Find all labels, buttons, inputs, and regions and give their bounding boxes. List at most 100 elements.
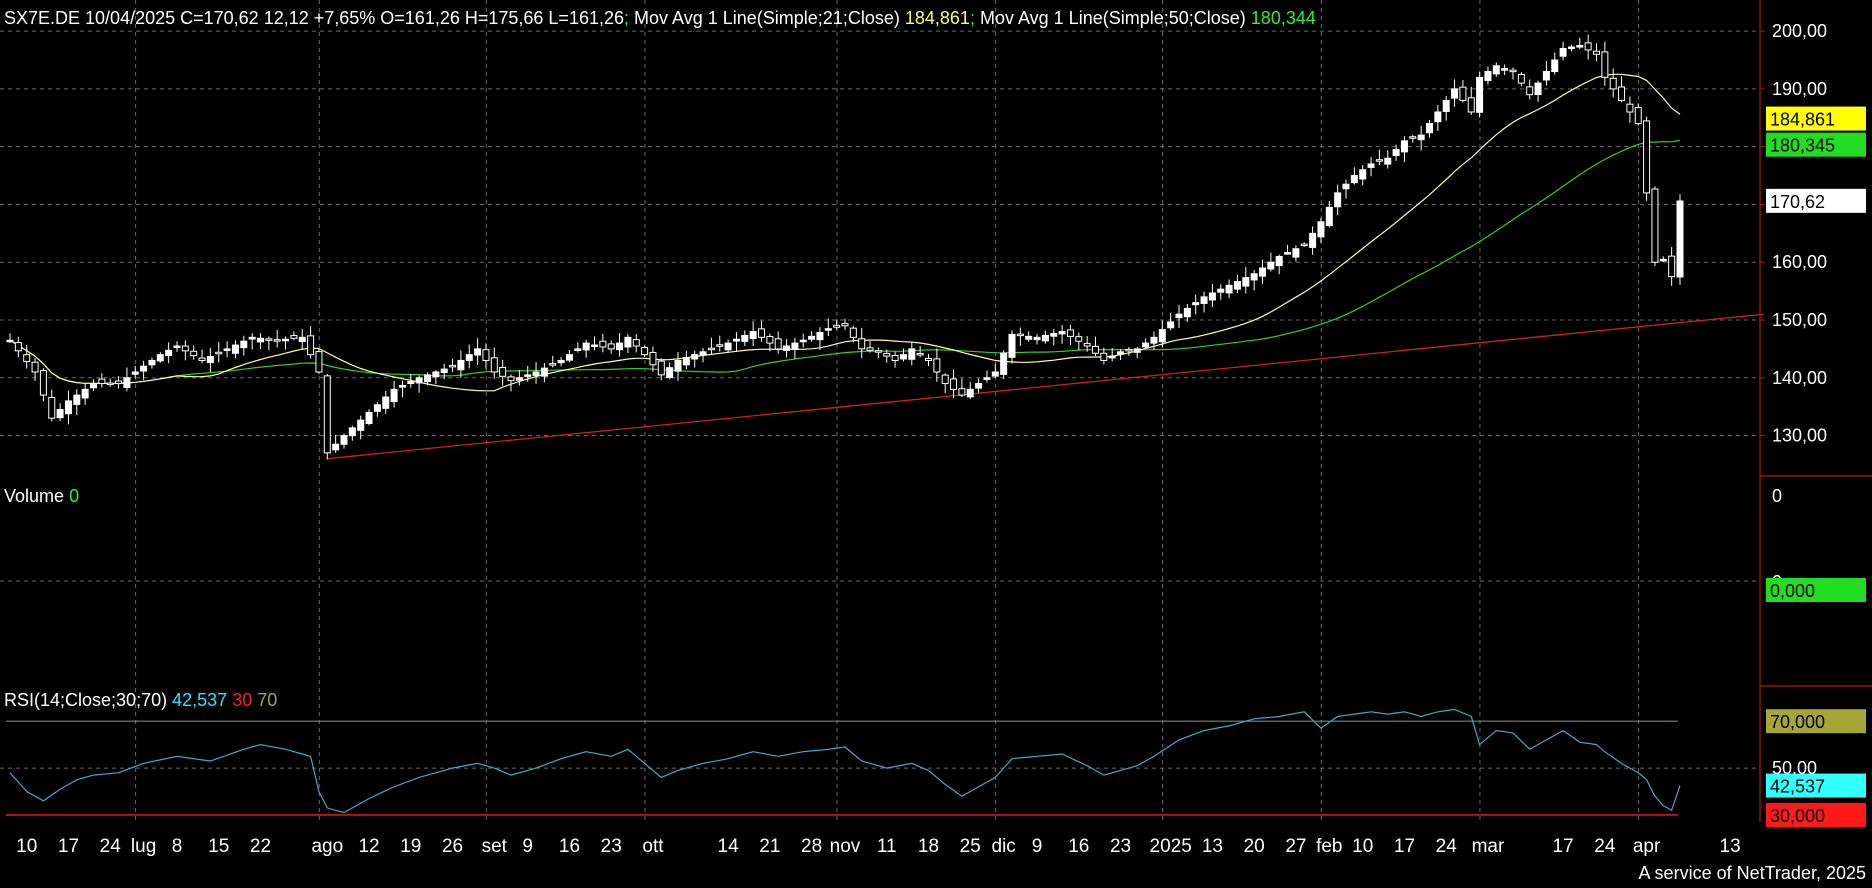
x-tick-label: ott	[642, 836, 664, 857]
price-tick-label: 160,00	[1772, 252, 1827, 272]
candle-body	[1459, 86, 1467, 101]
candle-body	[849, 327, 857, 338]
candle-body	[424, 374, 431, 383]
candle-body	[1417, 134, 1425, 141]
candle-body	[156, 354, 164, 362]
x-tick-label: 21	[759, 836, 780, 857]
candle-body	[73, 394, 81, 405]
rsi-high: 70	[257, 690, 278, 710]
candle-body	[1609, 77, 1617, 90]
axes: 200,00190,00180,00170,00160,00150,00140,…	[1759, 0, 1872, 827]
candle-body	[206, 356, 214, 364]
candle-body	[1392, 149, 1400, 156]
candle-body	[14, 342, 22, 352]
candle-body	[240, 340, 248, 349]
candle-body	[1442, 99, 1450, 112]
candle-body	[390, 388, 398, 403]
x-tick-label: 17	[58, 836, 79, 857]
volume-tag: 0,000	[1770, 581, 1815, 601]
candle-body	[1350, 175, 1358, 184]
x-tick-label: 16	[1068, 836, 1089, 857]
support-trendline	[327, 313, 1764, 460]
candle-body	[975, 383, 983, 389]
candle-body	[31, 361, 39, 373]
candle-body	[958, 388, 966, 396]
candle-body	[223, 348, 231, 351]
x-tick-label: 15	[208, 836, 229, 857]
rsi-tag: 42,537	[1770, 777, 1825, 797]
candle-body	[732, 338, 740, 342]
candle-body	[1601, 51, 1609, 78]
candle-body	[582, 342, 590, 351]
candle-body	[499, 366, 507, 377]
candle-body	[1593, 50, 1600, 55]
x-tick-label: 20	[1244, 836, 1265, 857]
candle-body	[1409, 136, 1417, 139]
candle-body	[1108, 355, 1116, 359]
candle-body	[1526, 86, 1534, 96]
candle-body	[398, 384, 406, 388]
candle-body	[1025, 335, 1033, 340]
x-tick-label: 9	[522, 836, 533, 857]
candle-body	[1066, 329, 1074, 337]
candle-body	[1133, 348, 1141, 353]
x-tick-label: 9	[1032, 836, 1043, 857]
candle-body	[248, 336, 256, 340]
x-tick-label: ago	[311, 836, 343, 857]
rsi-tag-bg	[1766, 773, 1866, 798]
candle-body	[1618, 86, 1626, 101]
x-tick-label: 11	[877, 836, 897, 857]
candle-body	[348, 427, 356, 437]
candle-body	[1359, 169, 1367, 180]
x-tick-label: lug	[131, 836, 156, 857]
x-tick-label: feb	[1316, 836, 1342, 857]
candle-body	[616, 342, 624, 351]
candle-body	[1292, 248, 1300, 258]
candle-body	[457, 359, 465, 371]
candle-body	[1484, 71, 1492, 82]
candle-body	[1175, 313, 1183, 319]
candle-body	[1342, 183, 1350, 190]
ma21-value: 184,861	[904, 8, 970, 28]
candle-body	[1634, 107, 1642, 125]
candle-body	[1492, 65, 1500, 75]
x-tick-label: 27	[1285, 836, 1306, 857]
candle-body	[657, 360, 665, 376]
x-tick-label: 23	[1110, 836, 1131, 857]
x-tick-label: dic	[992, 836, 1016, 857]
candle-body	[165, 349, 173, 356]
candle-body	[490, 357, 498, 373]
x-tick-label: 10	[1352, 836, 1373, 857]
x-tick-label: 12	[358, 836, 379, 857]
candle-body	[1125, 348, 1133, 352]
candle-body	[1250, 273, 1258, 281]
candle-body	[1451, 88, 1459, 99]
candle-body	[198, 357, 206, 361]
candle-body	[1092, 345, 1099, 354]
candle-body	[1584, 42, 1592, 51]
candle-body	[507, 376, 515, 382]
footer-credit: A service of NetTrader, 2025	[1638, 863, 1866, 883]
x-tick-label: 14	[718, 836, 740, 857]
candle-body	[549, 363, 557, 366]
candle-body	[1150, 336, 1158, 344]
ma50-line	[9, 139, 1681, 384]
candle-body	[1167, 321, 1175, 329]
price-tick-label: 130,00	[1772, 426, 1827, 446]
candle-body	[257, 337, 264, 343]
price-tag-bg	[1766, 106, 1866, 131]
rsi-low: 30	[232, 690, 253, 710]
candle-body	[716, 344, 724, 347]
candle-body	[140, 365, 148, 372]
price-tag-bg	[1766, 188, 1866, 213]
candle-body	[332, 443, 340, 451]
candle-body	[1142, 342, 1150, 348]
rsi-tag-bg	[1766, 709, 1866, 734]
ma21-label: Mov Avg 1 Line(Simple;21;Close)	[634, 8, 900, 28]
x-tick-label: 16	[559, 836, 580, 857]
x-tick-label: 28	[801, 836, 822, 857]
candle-body	[181, 345, 189, 352]
x-tick-label: apr	[1633, 836, 1661, 857]
candle-body	[1041, 334, 1049, 342]
price-tag-bg	[1766, 132, 1866, 157]
